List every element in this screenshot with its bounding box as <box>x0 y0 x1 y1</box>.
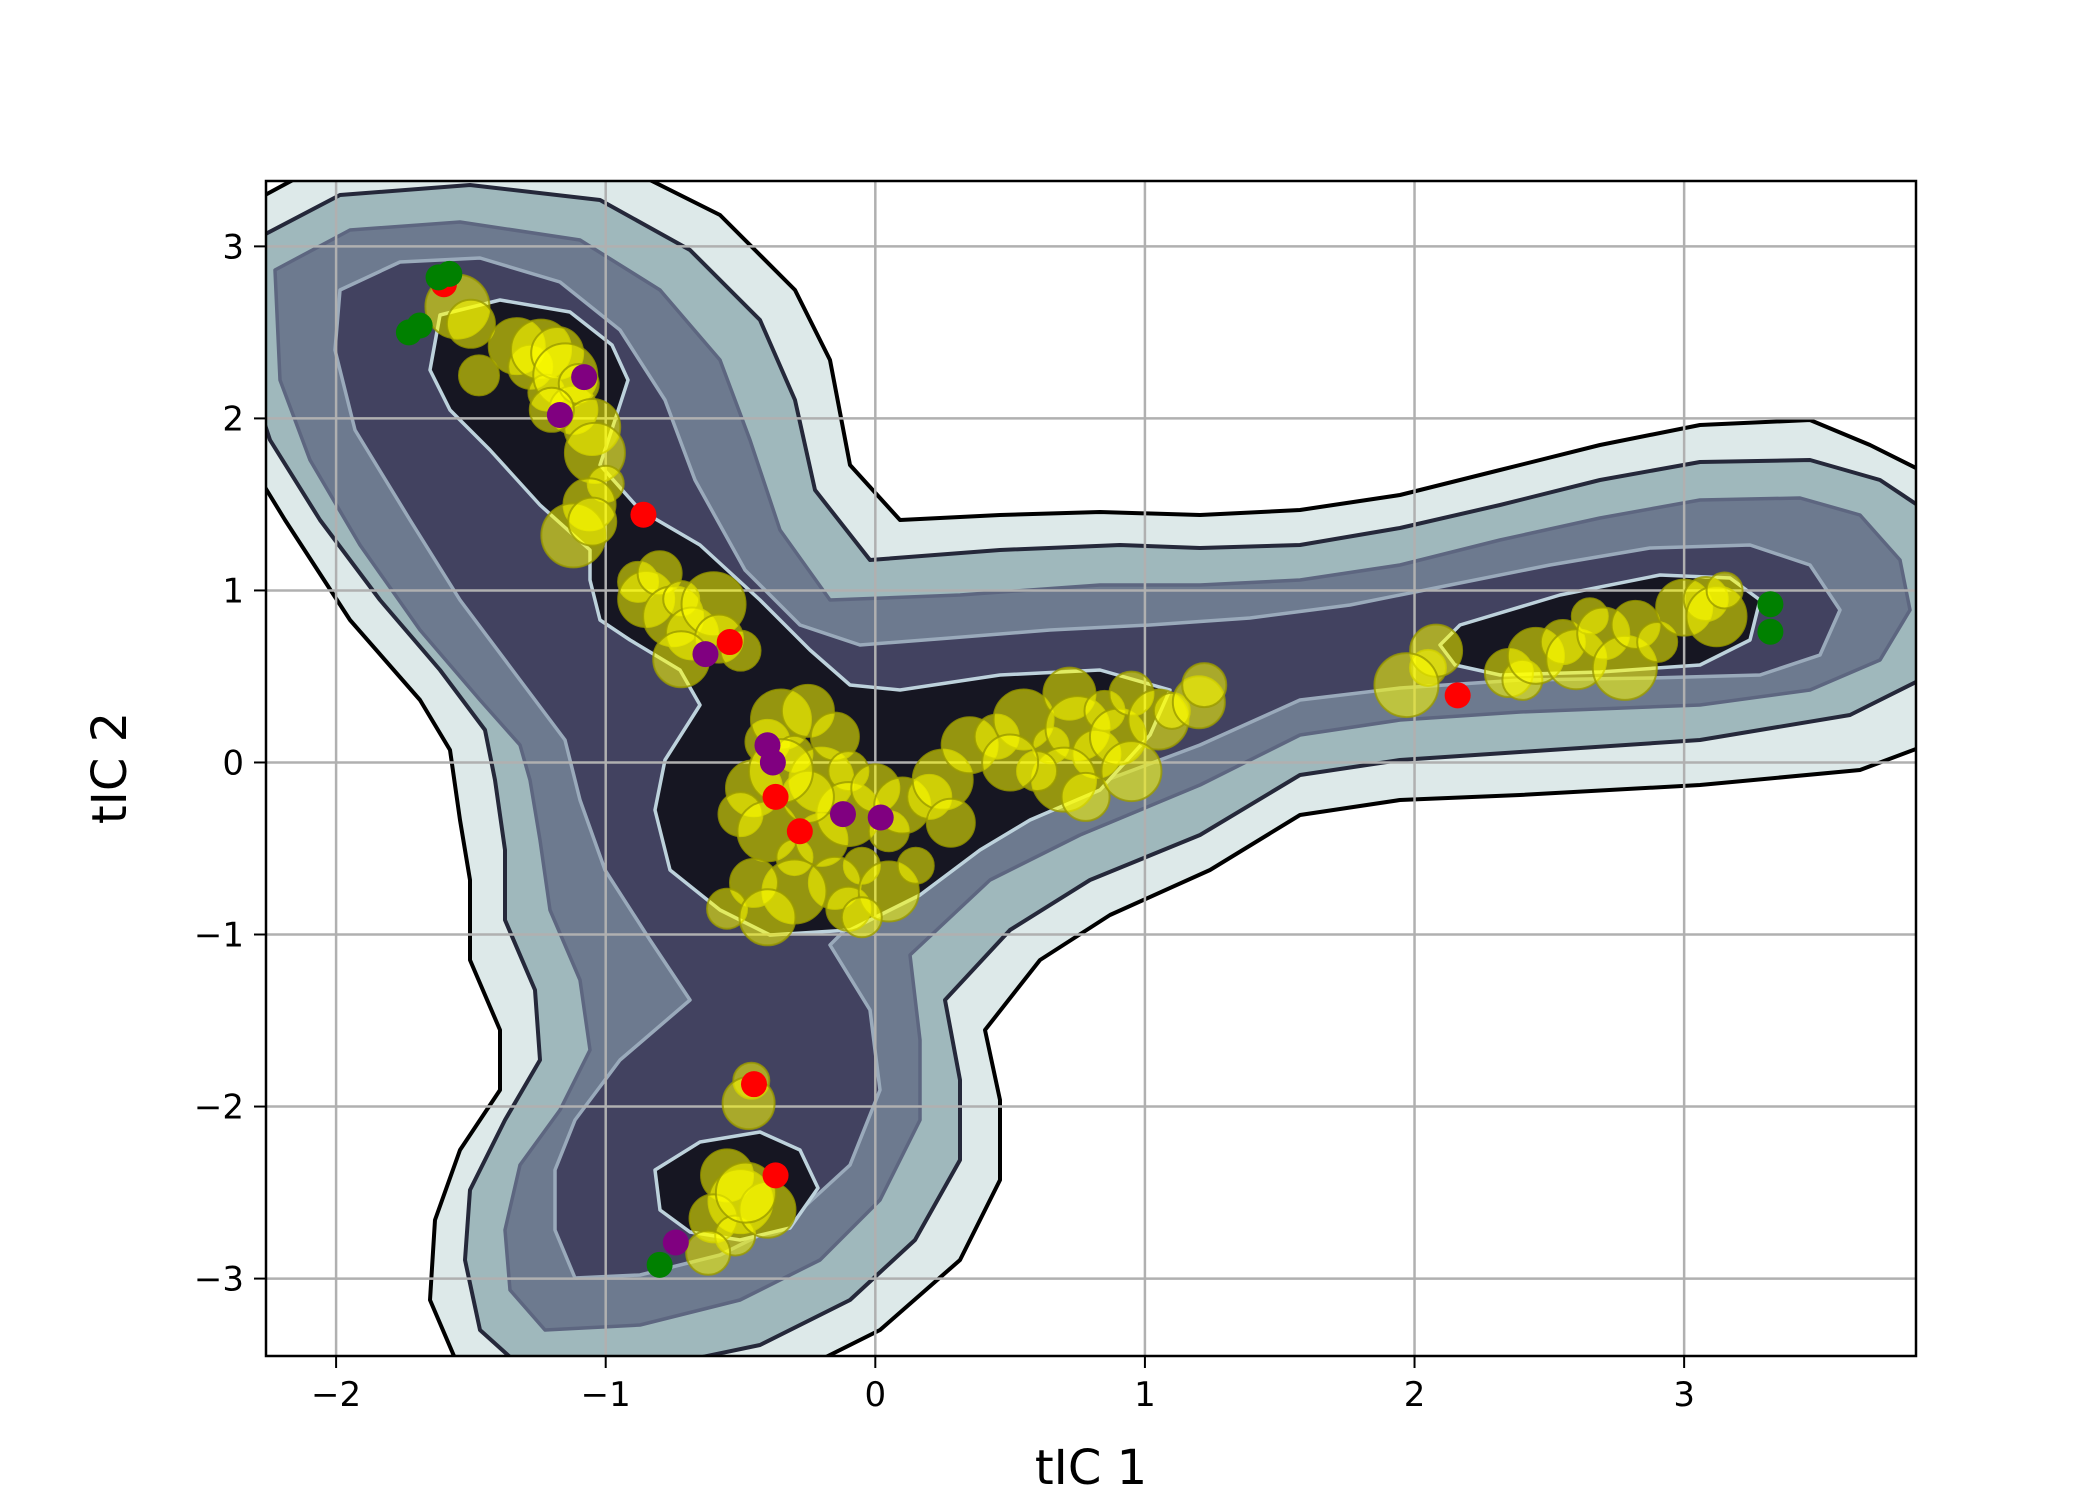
marker-point-series-1 <box>1444 682 1471 709</box>
x-tick-label-5: 3 <box>1673 1375 1695 1415</box>
marker-point-series-3 <box>1757 591 1784 618</box>
frame-point <box>445 298 496 349</box>
marker-point-series-1 <box>740 1071 767 1098</box>
x-tick-label-0: −2 <box>311 1375 361 1415</box>
frame-point <box>1705 571 1744 610</box>
y-tick-label-0: −3 <box>194 1260 244 1300</box>
marker-point-series-3 <box>1757 618 1784 645</box>
marker-point-series-2 <box>867 804 894 831</box>
frame-point <box>1060 771 1111 822</box>
frame-point <box>1373 652 1440 719</box>
marker-point-series-2 <box>662 1229 689 1256</box>
frame-point <box>981 733 1040 792</box>
marker-point-series-1 <box>716 629 743 656</box>
frame-point <box>840 896 883 939</box>
marker-point-series-2 <box>546 401 573 428</box>
x-axis-label: tIC 1 <box>1035 1440 1147 1496</box>
plot-frame <box>264 179 1918 1358</box>
x-ticks: −2 −1 0 1 2 3 <box>311 1356 1695 1415</box>
marker-point-series-3 <box>406 312 433 339</box>
marker-point-series-2 <box>692 641 719 668</box>
y-tick-label-4: 1 <box>222 571 244 611</box>
marker-point-series-1 <box>762 1162 789 1189</box>
y-ticks: −3 −2 −1 0 1 2 3 <box>194 227 266 1300</box>
frame-point <box>685 1229 732 1276</box>
y-tick-label-2: −1 <box>194 916 244 956</box>
frame-point <box>896 846 935 885</box>
frame-point <box>457 354 500 397</box>
marker-point-series-2 <box>829 801 856 828</box>
marker-point-series-2 <box>759 749 786 776</box>
x-tick-label-4: 2 <box>1404 1375 1426 1415</box>
marker-point-series-3 <box>436 260 463 287</box>
frame-point <box>738 888 797 947</box>
y-axis-label: tIC 2 <box>82 712 138 824</box>
marker-point-series-3 <box>646 1251 673 1278</box>
marker-point-series-1 <box>786 818 813 845</box>
y-tick-label-6: 3 <box>222 227 244 267</box>
x-tick-label-2: 0 <box>864 1375 886 1415</box>
frame-point <box>567 496 618 547</box>
frame-point <box>1181 662 1228 709</box>
x-tick-label-3: 1 <box>1134 1375 1156 1415</box>
frame-point <box>925 797 976 848</box>
frame-point <box>1100 740 1163 803</box>
y-tick-label-5: 2 <box>222 399 244 439</box>
y-tick-label-1: −2 <box>194 1088 244 1128</box>
marker-point-series-2 <box>571 364 598 391</box>
frame-point <box>714 1161 777 1224</box>
frame-point <box>1636 621 1679 664</box>
scatter-layer <box>395 260 1784 1278</box>
marker-point-series-1 <box>762 783 789 810</box>
y-tick-label-3: 0 <box>222 743 244 783</box>
marker-point-series-1 <box>630 501 657 528</box>
x-tick-label-1: −1 <box>581 1375 631 1415</box>
